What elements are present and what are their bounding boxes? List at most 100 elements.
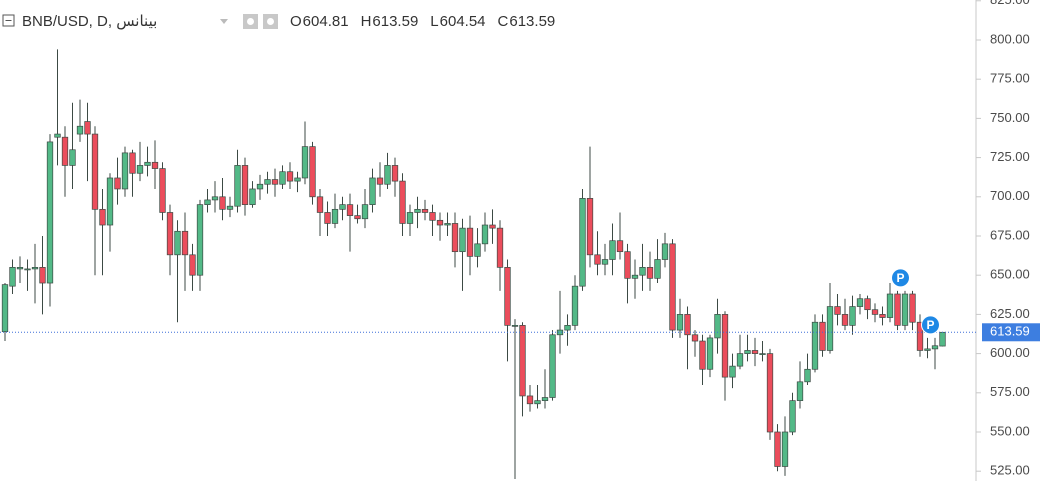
candle-body (751, 350, 759, 354)
candle-body (166, 212, 174, 256)
candle-body (744, 350, 751, 354)
plot-area (1, 49, 946, 480)
candle-body (616, 240, 624, 253)
candle-body (489, 224, 496, 229)
candle-body (661, 243, 669, 260)
candle-body (99, 208, 106, 226)
candle-body (399, 180, 406, 224)
candle-body (669, 243, 676, 331)
candle-body (586, 198, 594, 256)
candle-body (234, 165, 241, 207)
marker-circle (921, 315, 940, 335)
candle-body (121, 152, 129, 190)
candle-body (414, 208, 421, 213)
candle-body (819, 321, 826, 351)
candle-body (811, 321, 819, 370)
candle-body (339, 204, 346, 210)
candle-body (496, 227, 504, 268)
candle-body (826, 306, 834, 351)
candle-body (286, 171, 294, 182)
candle-body (706, 337, 714, 370)
candle-body (541, 397, 549, 401)
candle-body (684, 314, 691, 336)
y-tick-label: 525.00 (990, 463, 1030, 478)
candle-body (361, 204, 369, 220)
y-tick-label: 600.00 (990, 345, 1030, 360)
dropdown-icon[interactable] (220, 19, 228, 24)
candle-body (84, 121, 91, 135)
candle-body (519, 325, 526, 397)
candle-body (534, 400, 541, 405)
candle-body (309, 146, 316, 198)
candle-body (324, 212, 331, 224)
candle-body (256, 183, 264, 190)
candle-body (54, 133, 61, 138)
marker-label: P (926, 318, 934, 332)
candle-body (346, 204, 354, 216)
y-tick-label: 650.00 (990, 267, 1030, 282)
y-tick-label: 675.00 (990, 227, 1030, 242)
candle-body (654, 259, 661, 279)
candle-body (736, 353, 744, 367)
y-tick-label: 825.00 (990, 0, 1030, 7)
candle-body (384, 165, 391, 185)
candle-body (631, 274, 639, 279)
candle-body (1, 284, 9, 332)
candle-body (91, 133, 99, 210)
y-tick-label: 700.00 (990, 188, 1030, 203)
candle-body (594, 254, 601, 265)
ohlc-value: 604.81 (303, 13, 349, 30)
candle-body (571, 285, 579, 326)
candle-body (181, 230, 189, 256)
collapse-icon[interactable] (2, 14, 15, 27)
y-tick-label: 800.00 (990, 31, 1030, 46)
candle-body (871, 309, 879, 315)
ohlc-value: 613.59 (372, 13, 418, 30)
symbol-title: BNB/USD, D, بينانس (22, 13, 157, 30)
ohlc-label: L (430, 13, 438, 30)
candle-body (766, 353, 774, 433)
candle-body (721, 314, 729, 378)
candle-body (556, 329, 564, 336)
candle-body (691, 334, 699, 342)
candle-body (189, 254, 196, 276)
candle-body (144, 161, 151, 166)
y-tick-label: 725.00 (990, 149, 1030, 164)
settings-icon-dot (267, 18, 274, 25)
candle-body (106, 177, 114, 226)
candle-body (759, 353, 766, 355)
candle-body (781, 431, 789, 467)
candle-body (369, 177, 376, 205)
candle-body (639, 267, 646, 276)
candle-body (211, 196, 219, 201)
candle-body (856, 298, 864, 307)
ohlc-value: 604.54 (440, 13, 486, 30)
candle-body (841, 314, 849, 326)
candle-body (376, 177, 384, 185)
candle-body (421, 208, 429, 213)
y-tick-label: 550.00 (990, 423, 1030, 438)
candle-body (894, 293, 901, 326)
candle-body (481, 224, 489, 245)
candle-body (901, 293, 909, 326)
candle-body (699, 340, 706, 370)
candle-body (624, 251, 631, 279)
candle-body (264, 179, 271, 185)
candle-body (196, 204, 204, 276)
candle-body (271, 179, 279, 185)
candle-body (151, 161, 159, 169)
candle-body (444, 223, 451, 226)
candle-body (174, 230, 181, 256)
ohlc-label: C (498, 13, 509, 30)
candle-body (834, 306, 841, 315)
candle-body (474, 243, 481, 257)
candle-body (789, 400, 796, 433)
candle-body (924, 348, 931, 351)
candle-body (129, 152, 136, 174)
candle-body (9, 267, 16, 287)
candle-body (39, 267, 46, 284)
candle-body (31, 267, 39, 270)
y-tick-label: 575.00 (990, 384, 1030, 399)
candle-body (504, 267, 511, 326)
